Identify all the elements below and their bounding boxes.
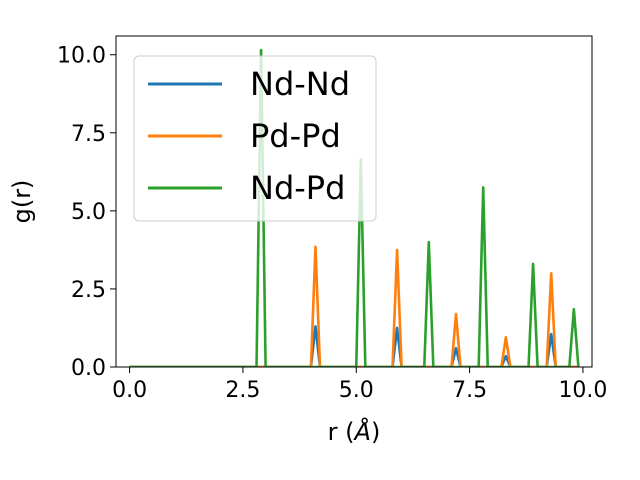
x-tick-label: 10.0 bbox=[558, 378, 607, 403]
x-tick-label: 2.5 bbox=[225, 378, 260, 403]
y-axis-label: g(r) bbox=[8, 180, 36, 224]
x-axis-label: r (Å) bbox=[328, 417, 381, 446]
x-tick-label: 7.5 bbox=[452, 378, 487, 403]
x-axis-label-unit: Å bbox=[353, 417, 371, 446]
legend: Nd-Nd Pd-Pd Nd-Pd bbox=[133, 55, 377, 222]
legend-label-pd-pd: Pd-Pd bbox=[250, 117, 341, 155]
x-tick-label: 0.0 bbox=[112, 378, 147, 403]
y-tick-label: 7.5 bbox=[71, 122, 106, 147]
legend-label-nd-pd: Nd-Pd bbox=[250, 169, 345, 207]
ticks-layer: 0.0 2.5 5.0 7.5 10.0 0.0 2.5 5.0 7.5 10.0 bbox=[57, 44, 607, 403]
y-tick-label: 0.0 bbox=[71, 356, 106, 381]
series-line-pd-pd bbox=[129, 245, 579, 367]
y-tick-label: 10.0 bbox=[57, 44, 106, 69]
y-tick-label: 2.5 bbox=[71, 278, 106, 303]
y-tick-label: 5.0 bbox=[71, 200, 106, 225]
axes-frame bbox=[115, 35, 593, 368]
x-axis-label-close: ) bbox=[371, 418, 380, 446]
legend-box bbox=[133, 55, 377, 222]
series-layer bbox=[129, 48, 580, 367]
x-axis-label-text: r ( bbox=[328, 418, 355, 446]
x-tick-label: 5.0 bbox=[339, 378, 374, 403]
legend-label-nd-nd: Nd-Nd bbox=[250, 65, 350, 103]
series-line-nd-nd bbox=[129, 325, 579, 367]
